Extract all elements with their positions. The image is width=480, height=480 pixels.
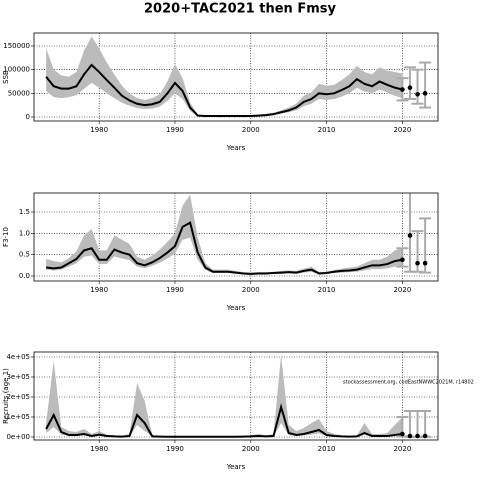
x-tick-label: 1990 (166, 286, 184, 294)
x-tick-label: 2020 (393, 445, 411, 453)
y-tick-label: 50000 (8, 89, 30, 97)
confidence-band (46, 194, 403, 275)
forecast-error-bar (411, 410, 424, 438)
y-axis-label: SSB (2, 70, 10, 84)
forecast-point (407, 433, 413, 439)
estimate-line (45, 63, 403, 118)
x-axis-label: Years (226, 304, 246, 312)
forecast-point (422, 260, 428, 266)
x-tick-label: 1980 (90, 286, 108, 294)
y-tick-label: 0.0 (19, 272, 30, 280)
forecast-point (400, 431, 405, 437)
x-tick-label: 1990 (166, 126, 184, 134)
forecast-point (422, 91, 428, 96)
x-tick-label: 2010 (318, 286, 336, 294)
y-tick-label: 4e+05 (6, 353, 30, 361)
x-tick-label: 2020 (393, 286, 411, 294)
x-tick-label: 1980 (90, 126, 108, 134)
forecast-error-bar (396, 247, 409, 268)
y-tick-label: 1.0 (19, 229, 30, 237)
forecast-error-bar (419, 410, 432, 438)
forecast-point (407, 233, 413, 238)
x-tick-label: 1980 (90, 445, 108, 453)
estimate-line (46, 221, 403, 275)
x-tick-label: 2000 (242, 445, 260, 453)
forecast-point (400, 87, 405, 92)
y-tick-label: 1.5 (19, 208, 30, 216)
y-tick-label: 0 (26, 113, 30, 121)
confidence-band (46, 36, 403, 117)
y-tick-label: 0e+00 (6, 433, 30, 441)
x-tick-label: 2000 (242, 286, 260, 294)
annotation: stockassessment.org, codEastNWWC2021M, r… (343, 380, 474, 386)
forecast-point (415, 433, 420, 439)
forecast-point (415, 91, 420, 97)
estimate-line (45, 403, 403, 438)
y-tick-label: 150000 (3, 42, 30, 50)
forecast-error-bar (403, 410, 416, 438)
confidence-band (46, 355, 403, 437)
x-axis-label: Years (226, 144, 246, 152)
y-tick-label: 100000 (3, 66, 30, 74)
forecast-point (400, 257, 405, 263)
plot-frame (33, 32, 439, 122)
plot-frame (33, 351, 439, 441)
x-axis-label: Years (226, 463, 246, 471)
x-tick-label: 1990 (166, 445, 184, 453)
y-tick-label: 2e+05 (6, 393, 30, 401)
x-tick-label: 2000 (242, 126, 260, 134)
forecast-error-bar (411, 68, 424, 105)
x-tick-label: 2010 (318, 445, 336, 453)
y-axis-label: F3-10 (2, 227, 10, 247)
forecast-point (415, 260, 420, 266)
forecast-error-bar (411, 230, 424, 273)
y-axis-label: Recruits (age 1) (2, 368, 10, 424)
y-tick-label: 3e+05 (6, 373, 30, 381)
y-tick-label: 0.5 (19, 251, 30, 259)
forecast-error-bar (419, 61, 432, 109)
plot-frame (33, 192, 439, 282)
chart-title: 2020+TAC2021 then Fmsy (144, 2, 336, 17)
x-tick-label: 2010 (318, 126, 336, 134)
x-tick-label: 2020 (393, 126, 411, 134)
forecast-error-bar (403, 66, 416, 101)
y-tick-label: 1e+05 (6, 413, 30, 421)
forecast-point (407, 85, 413, 90)
forecast-point (422, 433, 428, 439)
forecast-error-bar (403, 193, 416, 273)
